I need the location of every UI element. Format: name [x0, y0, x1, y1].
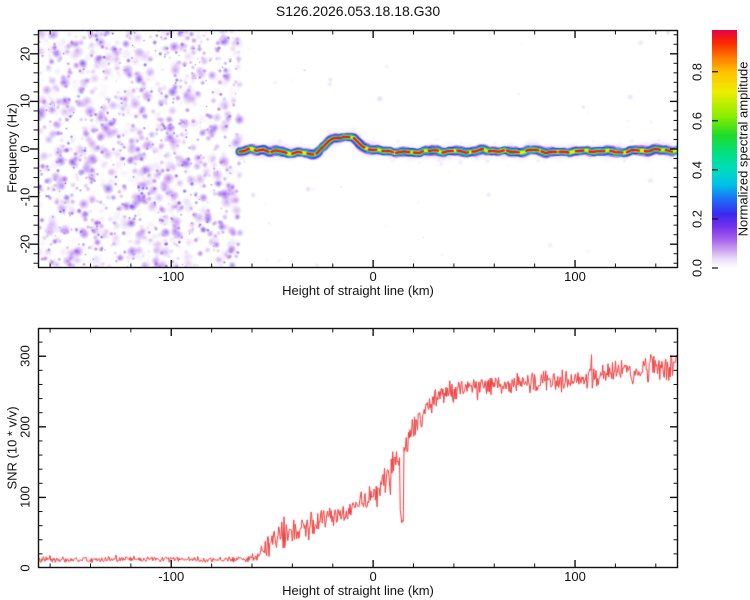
snr-canvas	[38, 328, 678, 568]
x-tick-label: -100	[158, 269, 185, 284]
x-tick-label: 0	[369, 569, 377, 584]
x-tick-label: -100	[158, 569, 185, 584]
colorbar-canvas	[712, 30, 737, 268]
x-tick-label: 0	[369, 269, 377, 284]
snr-x-axis-title: Height of straight line (km)	[282, 583, 434, 598]
x-tick-label: 100	[564, 269, 586, 284]
spectrogram-canvas	[38, 30, 678, 268]
figure-title: S126.2026.053.18.18.G30	[275, 3, 441, 19]
spectrogram-x-axis-title: Height of straight line (km)	[282, 283, 434, 298]
x-tick-label: 100	[564, 569, 586, 584]
